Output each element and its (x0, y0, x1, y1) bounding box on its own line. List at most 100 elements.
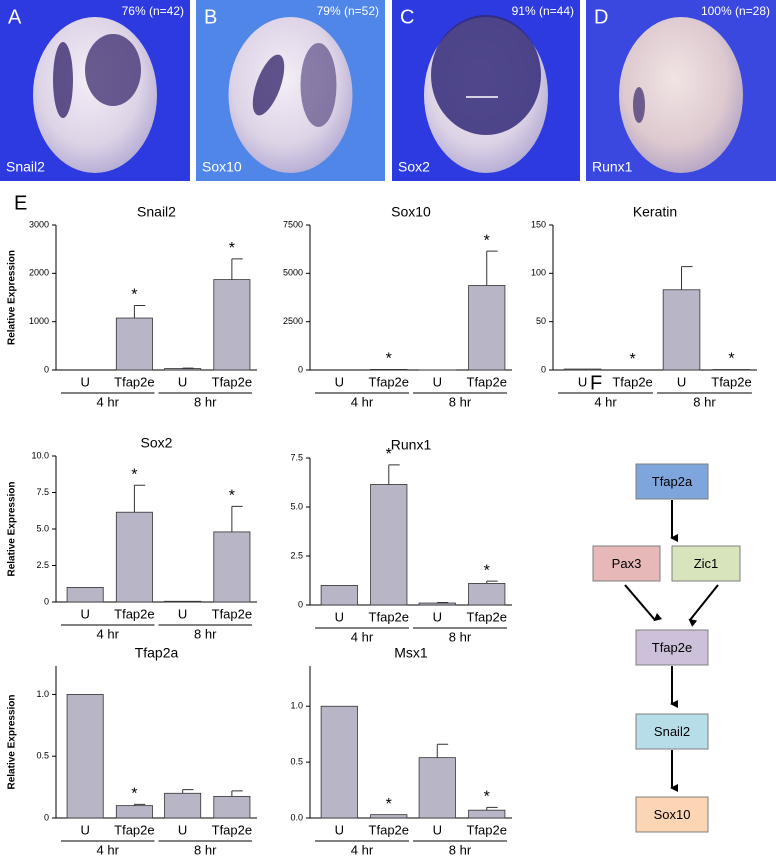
bar (213, 795, 251, 819)
error-bar (231, 505, 243, 532)
chart-title: Sox10 (391, 204, 431, 220)
chart-title: Sox2 (141, 435, 173, 451)
chart-title: Tfap2a (135, 645, 179, 661)
bar (370, 814, 408, 819)
stain (431, 15, 541, 135)
diagram-node (592, 545, 661, 582)
panel-letter: C (400, 6, 414, 28)
stain (300, 43, 337, 127)
y-tick-label: 2.5 (36, 560, 49, 570)
bar (370, 484, 408, 606)
error-bar (436, 601, 449, 604)
bar (468, 809, 506, 819)
embryo (619, 17, 743, 173)
group-label: 4 hr (351, 394, 374, 409)
y-tick-label: 10.0 (31, 450, 49, 460)
x-tick-label: Tfap2e (711, 374, 751, 389)
bar-chart: Tfap2a Relative Expression 0 0.5 1.0 U * Tfap2e… (7, 645, 257, 857)
error-bar (133, 484, 146, 513)
bar (213, 531, 251, 603)
bar (115, 317, 153, 371)
x-tick-label: Tfap2e (467, 609, 507, 624)
x-tick-label: Tfap2e (212, 374, 252, 389)
diagram-node-label: Pax3 (612, 556, 642, 571)
bar (418, 602, 456, 606)
significance-marker: * (484, 562, 490, 579)
x-tick-label: U (178, 822, 187, 837)
x-tick-label: Tfap2e (369, 374, 409, 389)
x-tick-label: U (335, 609, 344, 624)
x-tick-label: U (80, 606, 89, 621)
x-tick-label: U (178, 374, 187, 389)
x-tick-label: U (178, 606, 187, 621)
y-tick-label: 0.5 (290, 756, 303, 766)
bar-chart: Runx1 0 2.5 5.0 7.5 U * Tfap2e U * Tfap2e 4 hr 8 hr (290, 437, 512, 644)
group-label: 8 hr (449, 394, 472, 409)
x-tick-label: U (335, 822, 344, 837)
bar-chart: Sox10 0 2500 5000 7500 U * Tfap2e U * Tfap2e 4 hr 8 … (283, 204, 512, 409)
panel-stat: 91% (n=44) (512, 4, 574, 18)
y-tick-label: 0 (44, 364, 49, 374)
x-tick-label: Tfap2e (467, 822, 507, 837)
x-tick-label: U (335, 374, 344, 389)
error-bar (182, 789, 194, 794)
significance-marker: * (484, 789, 490, 806)
error-bar (486, 806, 498, 811)
bar (164, 368, 202, 371)
bar (320, 705, 358, 819)
significance-marker: * (386, 796, 392, 813)
error-bar (133, 304, 146, 319)
diagram-node-label: Tfap2e (652, 640, 692, 655)
bar (662, 289, 701, 371)
significance-marker: * (229, 488, 235, 505)
x-tick-label: U (433, 609, 442, 624)
y-tick-label: 7500 (283, 219, 303, 229)
y-tick-label: 0 (44, 812, 49, 822)
bar (370, 369, 408, 371)
panel-marker: Snail2 (6, 159, 45, 175)
significance-marker: * (484, 232, 490, 249)
bar-chart: Keratin 0 50 100 150 U * Tfap2e U * Tfap2e 4 hr 8 hr (531, 204, 757, 409)
panel-letter: B (204, 6, 217, 28)
panel-letter: E (14, 192, 27, 214)
bar (164, 792, 202, 819)
x-tick-label: U (80, 822, 89, 837)
diagram-node-label: Zic1 (694, 556, 719, 571)
group-label: 8 hr (693, 394, 716, 409)
x-tick-label: U (433, 822, 442, 837)
bar (66, 694, 104, 819)
y-tick-label: 0 (541, 364, 546, 374)
diagram-node (635, 629, 709, 666)
panel-marker: Sox10 (202, 159, 242, 175)
stain (252, 54, 285, 116)
x-tick-label: Tfap2e (369, 609, 409, 624)
y-tick-label: 50 (536, 316, 546, 326)
y-axis-label: Relative Expression (7, 250, 18, 345)
significance-marker: * (728, 351, 734, 368)
error-bar (486, 580, 498, 584)
y-tick-label: 0 (298, 364, 303, 374)
significance-marker: * (131, 287, 137, 304)
group-label: 4 hr (97, 842, 120, 857)
y-tick-label: 3000 (29, 219, 49, 229)
significance-marker: * (386, 351, 392, 368)
diagram-node-label: Snail2 (654, 724, 690, 739)
chart-title: Snail2 (137, 204, 176, 220)
y-tick-label: 2000 (29, 268, 49, 278)
significance-marker: * (131, 466, 137, 483)
y-tick-label: 0.5 (36, 751, 49, 761)
x-tick-label: Tfap2e (612, 374, 652, 389)
error-bar (486, 250, 498, 286)
y-tick-label: 0.0 (290, 812, 303, 822)
group-label: 4 hr (351, 629, 374, 644)
bar (115, 511, 153, 603)
chart-title: Msx1 (394, 645, 428, 661)
significance-marker: * (131, 786, 137, 803)
group-label: 4 hr (594, 394, 617, 409)
y-tick-label: 2500 (283, 316, 303, 326)
stain (633, 87, 645, 123)
x-tick-label: U (677, 374, 686, 389)
x-tick-label: Tfap2e (212, 606, 252, 621)
significance-marker: * (229, 240, 235, 257)
